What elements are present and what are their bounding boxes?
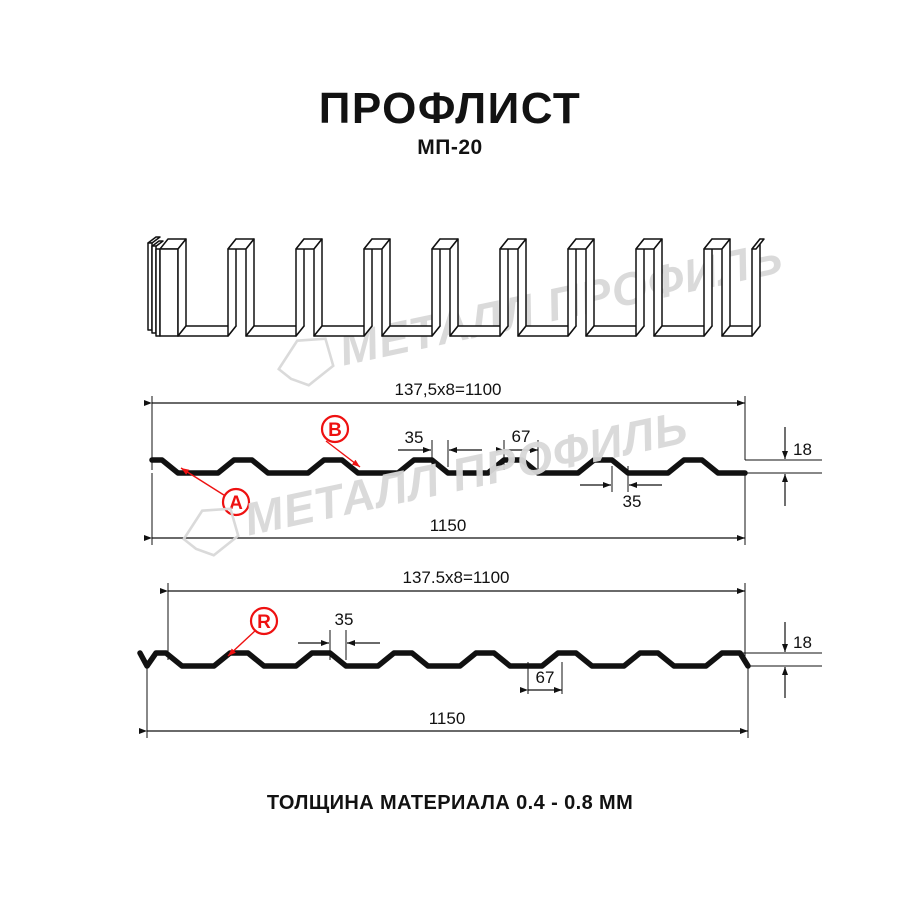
dim-pitch-top: 137,5x8=1100 [395,380,502,399]
callout-leader-b [325,440,361,468]
watermark-text: МЕТАЛЛ ПРОФИЛЬ [335,231,788,376]
watermark-logo-icon-2 [182,507,240,557]
page-subtitle-model: МП-20 [417,136,483,159]
material-thickness-note: ТОЛЩИНА МАТЕРИАЛА 0.4 - 0.8 ММ [266,792,634,814]
callout-label-r: R [257,612,271,633]
watermark-logo-icon [277,337,335,387]
dim-67-top: 67 [512,427,531,446]
dim-35-top: 35 [405,428,424,447]
watermark-lower: МЕТАЛЛ ПРОФИЛЬ [182,401,692,557]
dim-1150-bottom: 1150 [429,709,466,728]
callout-leader-r [227,629,257,657]
callout-leader-a [180,467,228,498]
dim-67-bottom: 67 [536,668,555,687]
dim-18-bottom: 18 [793,633,812,652]
profile-section-r: 137.5x8=1100 35 67 18 1150 [137,568,822,738]
callout-marker-b[interactable]: B [320,414,361,468]
callout-label-a: A [229,493,243,514]
callout-circle-r [249,606,279,636]
page-title: ПРОФЛИСТ [318,84,582,133]
dim-18-top: 18 [793,440,812,459]
profile-outline-bottom [137,650,751,669]
callout-circle-b [320,414,350,444]
profile-underline-top [152,459,252,474]
dim-pitch-bottom: 137.5x8=1100 [403,568,510,587]
dim-35-bottom: 35 [623,492,642,511]
profile-section-a: 137,5x8=1100 35 67 35 [144,380,822,545]
dim-35-bottom-profile: 35 [335,610,354,629]
dim-1150-top: 1150 [430,516,467,535]
perspective-profile-sheet [147,236,765,337]
callout-label-b: B [328,420,342,441]
callout-marker-r[interactable]: R [227,606,279,657]
